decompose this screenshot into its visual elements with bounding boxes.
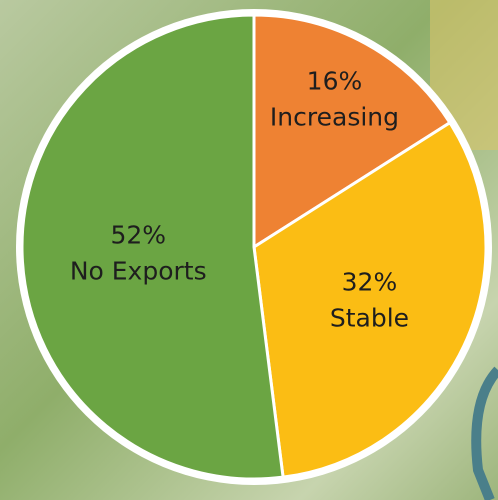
background-decoration	[471, 366, 498, 500]
category-label: Stable	[330, 303, 409, 332]
value-label: 32%	[342, 267, 398, 296]
category-label: No Exports	[70, 256, 207, 285]
pie-slice	[252, 120, 488, 479]
slices	[20, 13, 488, 481]
value-label: 16%	[307, 67, 363, 96]
category-label: Increasing	[270, 103, 399, 132]
pie-slice	[20, 13, 285, 481]
pie-slice	[252, 13, 452, 250]
value-label: 52%	[110, 220, 166, 249]
labels: 16% Increasing 32% Stable 52% No Exports	[70, 67, 409, 333]
